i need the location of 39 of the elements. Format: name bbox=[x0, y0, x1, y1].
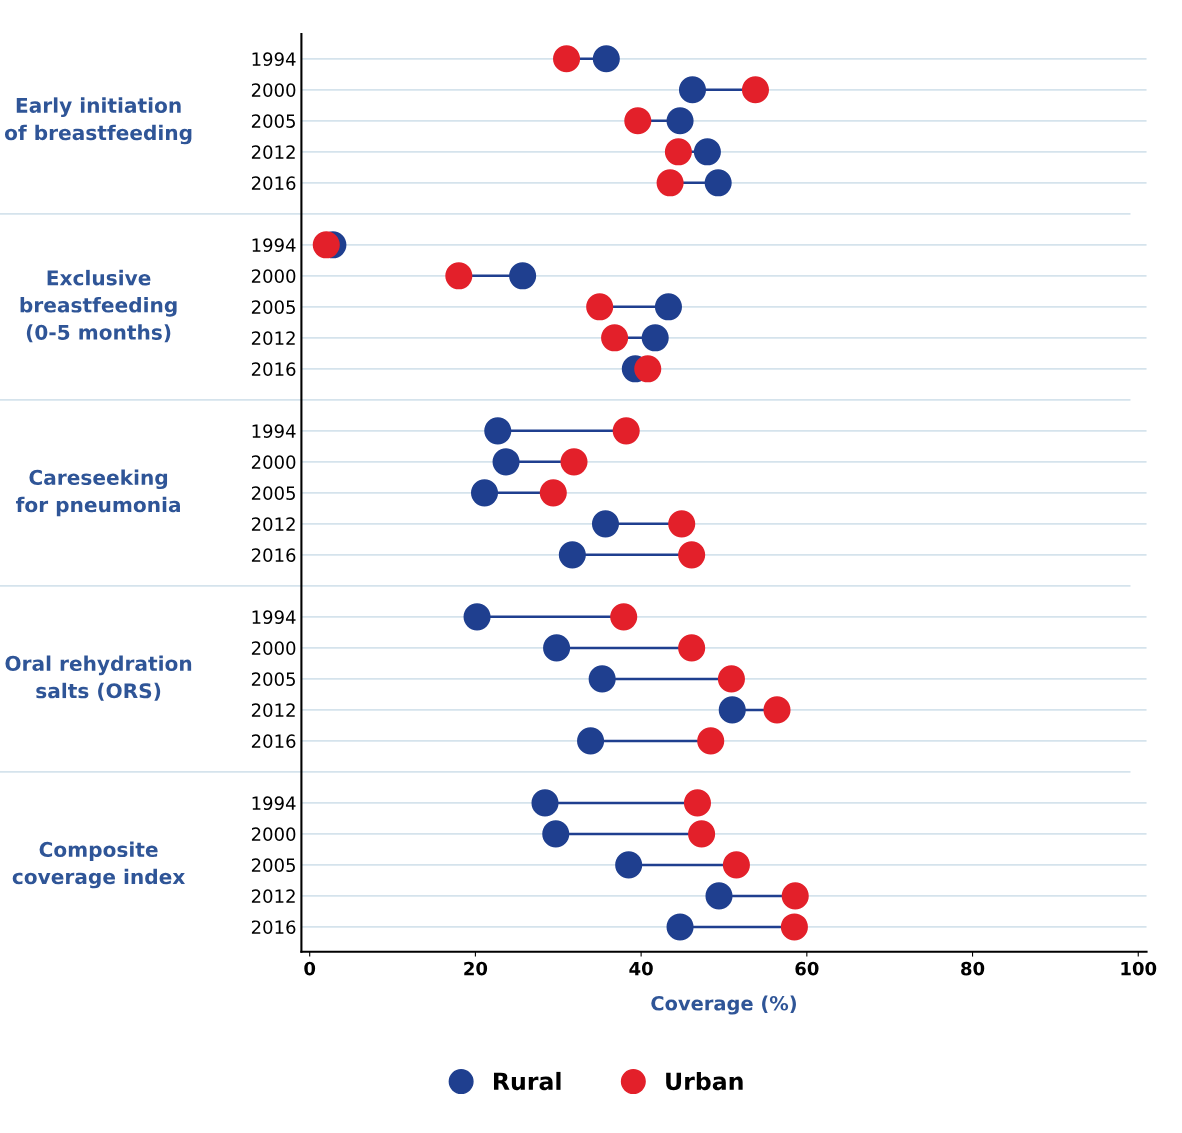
y-tick-label: 1994 bbox=[252, 52, 296, 66]
x-tick-label: 80 bbox=[961, 961, 985, 976]
y-tick-label: 2016 bbox=[251, 176, 296, 190]
legend-label: Rural bbox=[494, 1071, 561, 1091]
y-tick-label: 1994 bbox=[252, 424, 296, 438]
y-tick-label: 2000 bbox=[251, 83, 296, 97]
text: Oral rehydration salts (ORS) bbox=[5, 655, 192, 701]
y-tick-label: 2005 bbox=[251, 486, 295, 500]
y-tick-label: 1994 bbox=[252, 796, 296, 811]
y-tick-label: 2005 bbox=[251, 672, 295, 686]
y-tick-label: 2000 bbox=[251, 641, 296, 655]
x-tick-label: 100 bbox=[1121, 961, 1157, 976]
legend-label: Urban bbox=[666, 1071, 743, 1091]
y-tick-label: 2016 bbox=[251, 734, 296, 749]
y-tick-label: 2016 bbox=[251, 548, 296, 562]
x-axis-title: Coverage (%) bbox=[651, 995, 796, 1015]
y-tick-label: 2012 bbox=[251, 331, 295, 345]
y-tick-label: 2000 bbox=[251, 269, 296, 283]
x-tick-label: 40 bbox=[629, 961, 653, 976]
y-tick-label: 1994 bbox=[252, 610, 296, 624]
y-tick-label: 2005 bbox=[251, 858, 295, 873]
y-tick-label: 2012 bbox=[251, 517, 295, 531]
x-tick-label: 60 bbox=[795, 961, 819, 976]
y-tick-label: 2016 bbox=[251, 920, 296, 935]
y-tick-label: 2000 bbox=[251, 827, 296, 842]
x-tick-label: 0 bbox=[304, 961, 316, 976]
y-tick-label: 1994 bbox=[252, 238, 296, 252]
text: Exclusive breastfeeding (0-5 months) bbox=[20, 269, 177, 343]
text: Careseeking for pneumonia bbox=[15, 469, 180, 517]
y-tick-label: 2012 bbox=[251, 703, 295, 717]
x-tick-label: 20 bbox=[464, 961, 488, 976]
y-tick-label: 2000 bbox=[251, 455, 296, 469]
y-tick-label: 2005 bbox=[251, 114, 295, 128]
y-tick-label: 2012 bbox=[251, 145, 295, 159]
y-tick-label: 2012 bbox=[251, 889, 295, 904]
text: Composite coverage index bbox=[12, 841, 186, 889]
text: Early initiation of breastfeeding bbox=[4, 97, 192, 145]
y-tick-label: 2016 bbox=[251, 362, 296, 376]
y-tick-label: 2005 bbox=[251, 300, 295, 314]
